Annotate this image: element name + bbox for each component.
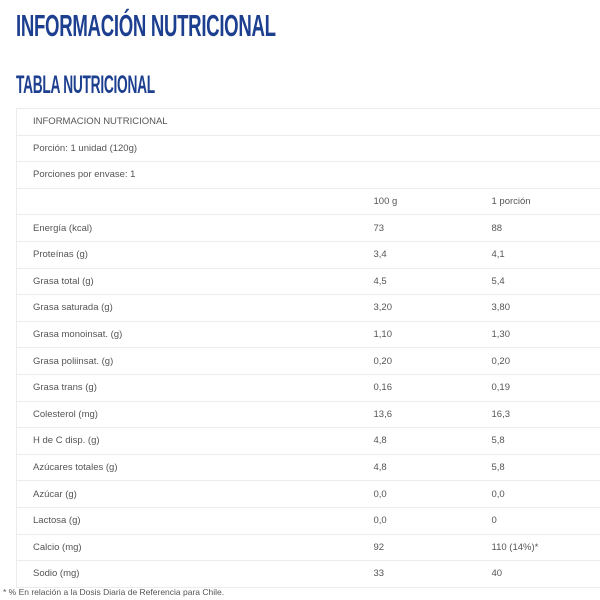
value-portion: 1,30: [491, 320, 600, 348]
nutrient-label: H de C disp. (g): [16, 427, 374, 455]
nutrient-label: Colesterol (mg): [16, 400, 374, 428]
table-row: Grasa saturada (g) 3,20 3,80: [16, 294, 600, 322]
nutrient-label: Energía (kcal): [16, 214, 374, 242]
header-label: [16, 187, 374, 215]
value-portion: 5,4: [491, 267, 600, 295]
value-portion: 0: [491, 506, 600, 534]
value-portion: 16,3: [491, 400, 600, 428]
value-portion: 0,20: [491, 347, 600, 375]
nutrient-label: Azúcares totales (g): [16, 453, 374, 481]
table-row: Calcio (mg) 92 110 (14%)*: [16, 533, 600, 561]
table-row: Colesterol (mg) 13,6 16,3: [16, 400, 600, 428]
value-100g: 0,0: [373, 480, 492, 508]
info-row: Porción: 1 unidad (120g): [16, 134, 600, 162]
value-100g: 92: [373, 533, 492, 561]
header-portion: 1 porción: [491, 187, 600, 215]
table-row: Azúcares totales (g) 4,8 5,8: [16, 453, 600, 481]
nutrient-label: Sodio (mg): [16, 560, 374, 588]
info-row: Porciones por envase: 1: [16, 161, 600, 189]
table-row: Grasa monoinsat. (g) 1,10 1,30: [16, 320, 600, 348]
table-row: Lactosa (g) 0,0 0: [16, 506, 600, 534]
value-portion: 5,8: [491, 453, 600, 481]
value-100g: 13,6: [373, 400, 492, 428]
nutrient-label: Grasa poliinsat. (g): [16, 347, 374, 375]
page-title: INFORMACIÓN NUTRICIONAL: [16, 8, 276, 43]
table-row: Grasa total (g) 4,5 5,4: [16, 267, 600, 295]
nutrient-label: Lactosa (g): [16, 506, 374, 534]
table-row: Grasa poliinsat. (g) 0,20 0,20: [16, 347, 600, 375]
value-100g: 0,16: [373, 373, 492, 402]
value-portion: 4,1: [491, 240, 600, 269]
value-100g: 0,0: [373, 506, 492, 534]
table-row: Sodio (mg) 33 40: [16, 560, 600, 588]
value-100g: 0,20: [373, 347, 492, 375]
value-portion: 88: [491, 214, 600, 242]
nutrient-label: Grasa total (g): [16, 267, 374, 295]
value-portion: 40: [491, 560, 600, 588]
section-title: TABLA NUTRICIONAL: [16, 71, 155, 99]
value-100g: 4,8: [373, 427, 492, 455]
nutrient-label: Azúcar (g): [16, 480, 374, 508]
value-100g: 33: [373, 560, 492, 588]
table-row: Grasa trans (g) 0,16 0,19: [16, 373, 600, 402]
table-row: H de C disp. (g) 4,8 5,8: [16, 427, 600, 455]
info-cell: INFORMACION NUTRICIONAL: [16, 108, 600, 136]
table-row: Energía (kcal) 73 88: [16, 214, 600, 242]
value-100g: 1,10: [373, 320, 492, 348]
nutrient-label: Grasa saturada (g): [16, 294, 374, 322]
nutrient-label: Grasa trans (g): [16, 373, 374, 402]
value-portion: 5,8: [491, 427, 600, 455]
value-100g: 4,8: [373, 453, 492, 481]
value-100g: 3,4: [373, 240, 492, 269]
header-100g: 100 g: [373, 187, 492, 215]
value-100g: 3,20: [373, 294, 492, 322]
value-100g: 4,5: [373, 267, 492, 295]
info-row: INFORMACION NUTRICIONAL: [16, 108, 600, 136]
value-portion: 0,0: [491, 480, 600, 508]
value-portion: 110 (14%)*: [491, 533, 600, 561]
value-100g: 73: [373, 214, 492, 242]
value-portion: 3,80: [491, 294, 600, 322]
info-cell: Porciones por envase: 1: [16, 161, 600, 189]
info-cell: Porción: 1 unidad (120g): [16, 134, 600, 162]
nutrition-table: INFORMACION NUTRICIONAL Porción: 1 unidad…: [16, 108, 600, 588]
table-row: Azúcar (g) 0,0 0,0: [16, 480, 600, 508]
value-portion: 0,19: [491, 373, 600, 402]
nutrient-label: Grasa monoinsat. (g): [16, 320, 374, 348]
nutrient-label: Proteínas (g): [16, 240, 374, 269]
footnote: * % En relación a la Dosis Diaria de Ref…: [3, 587, 225, 597]
nutrient-label: Calcio (mg): [16, 533, 374, 561]
table-row: Proteínas (g) 3,4 4,1: [16, 240, 600, 269]
